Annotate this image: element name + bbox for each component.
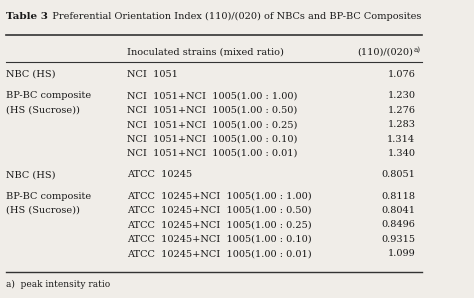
Text: Table 3: Table 3 (6, 12, 47, 21)
Text: BP-BC composite: BP-BC composite (6, 91, 91, 100)
Text: NBC (HS): NBC (HS) (6, 70, 55, 79)
Text: Inoculated strains (mixed ratio): Inoculated strains (mixed ratio) (127, 47, 283, 56)
Text: 1.230: 1.230 (387, 91, 415, 100)
Text: NCI  1051+NCI  1005(1.00 : 0.50): NCI 1051+NCI 1005(1.00 : 0.50) (127, 105, 297, 115)
Text: ATCC  10245+NCI  1005(1.00 : 0.25): ATCC 10245+NCI 1005(1.00 : 0.25) (127, 221, 311, 229)
Text: 1.314: 1.314 (387, 134, 415, 144)
Text: NBC (HS): NBC (HS) (6, 170, 55, 179)
Text: NCI  1051: NCI 1051 (127, 70, 178, 79)
Text: ATCC  10245: ATCC 10245 (127, 170, 192, 179)
Text: BP-BC composite: BP-BC composite (6, 192, 91, 201)
Text: 1.076: 1.076 (388, 70, 415, 79)
Text: ATCC  10245+NCI  1005(1.00 : 1.00): ATCC 10245+NCI 1005(1.00 : 1.00) (127, 192, 311, 201)
Text: a): a) (414, 46, 421, 54)
Text: 0.8051: 0.8051 (382, 170, 415, 179)
Text: 0.8118: 0.8118 (382, 192, 415, 201)
Text: 0.9315: 0.9315 (382, 235, 415, 244)
Text: NCI  1051+NCI  1005(1.00 : 0.10): NCI 1051+NCI 1005(1.00 : 0.10) (127, 134, 297, 144)
Text: (HS (Sucrose)): (HS (Sucrose)) (6, 105, 80, 115)
Text: 1.340: 1.340 (387, 149, 415, 158)
Text: NCI  1051+NCI  1005(1.00 : 0.25): NCI 1051+NCI 1005(1.00 : 0.25) (127, 120, 297, 129)
Text: (110)/(020): (110)/(020) (357, 47, 413, 56)
Text: 0.8496: 0.8496 (382, 221, 415, 229)
Text: 1.283: 1.283 (387, 120, 415, 129)
Text: ATCC  10245+NCI  1005(1.00 : 0.50): ATCC 10245+NCI 1005(1.00 : 0.50) (127, 206, 311, 215)
Text: a)  peak intensity ratio: a) peak intensity ratio (6, 280, 110, 289)
Text: (HS (Sucrose)): (HS (Sucrose)) (6, 206, 80, 215)
Text: 1.276: 1.276 (387, 105, 415, 115)
Text: ATCC  10245+NCI  1005(1.00 : 0.01): ATCC 10245+NCI 1005(1.00 : 0.01) (127, 249, 311, 258)
Text: Preferential Orientation Index (110)/(020) of NBCs and BP-BC Composites: Preferential Orientation Index (110)/(02… (46, 12, 421, 21)
Text: 0.8041: 0.8041 (382, 206, 415, 215)
Text: NCI  1051+NCI  1005(1.00 : 1.00): NCI 1051+NCI 1005(1.00 : 1.00) (127, 91, 297, 100)
Text: ATCC  10245+NCI  1005(1.00 : 0.10): ATCC 10245+NCI 1005(1.00 : 0.10) (127, 235, 311, 244)
Text: 1.099: 1.099 (388, 249, 415, 258)
Text: NCI  1051+NCI  1005(1.00 : 0.01): NCI 1051+NCI 1005(1.00 : 0.01) (127, 149, 297, 158)
